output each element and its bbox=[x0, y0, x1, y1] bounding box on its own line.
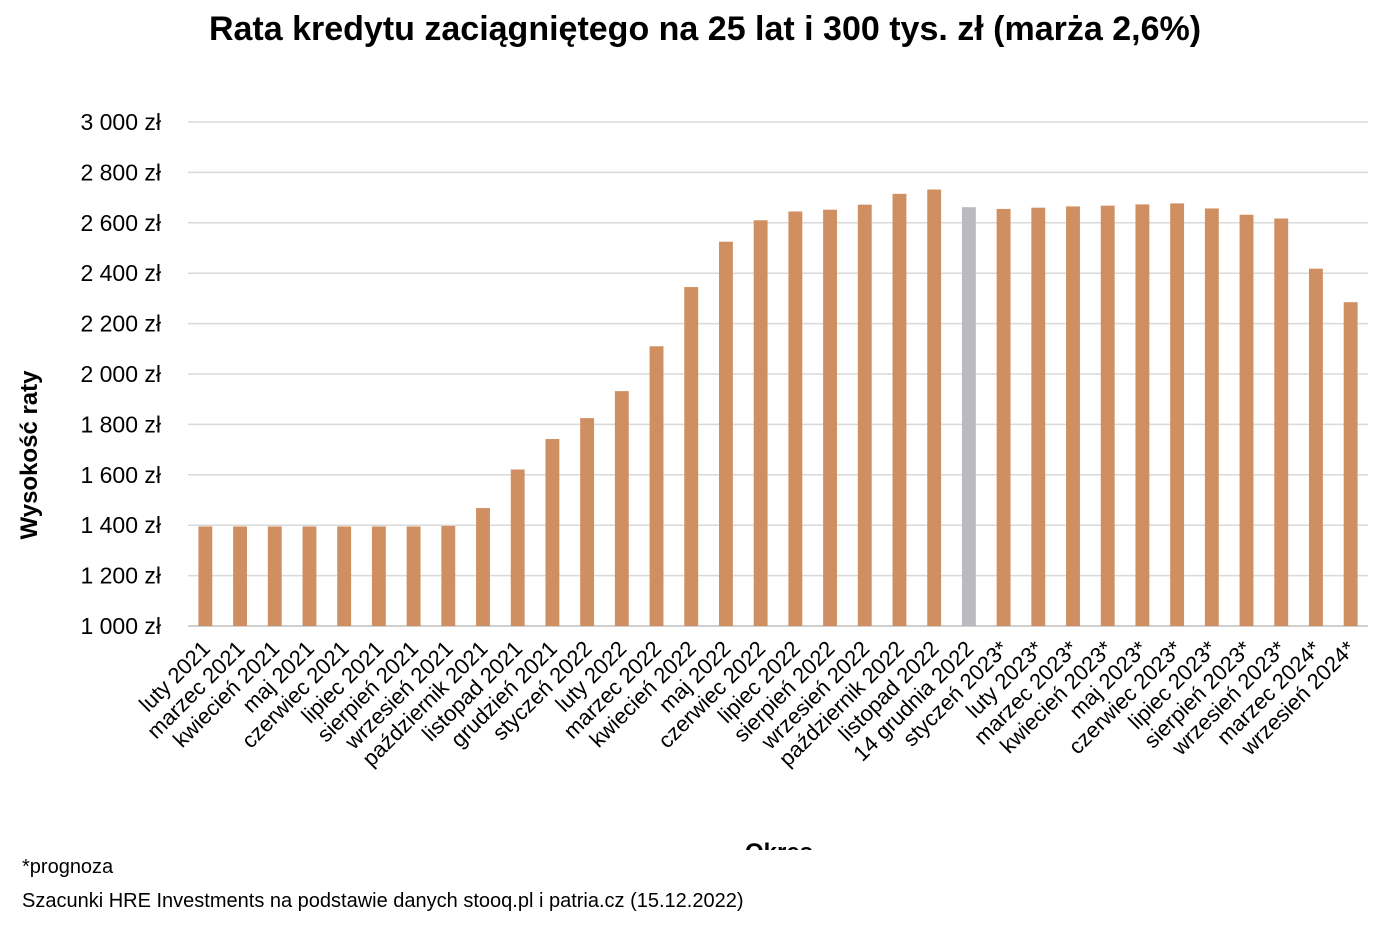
x-axis-title: Okres bbox=[745, 839, 813, 850]
bar bbox=[1204, 208, 1219, 626]
bar bbox=[233, 526, 247, 626]
bar bbox=[1031, 207, 1046, 626]
y-tick-label: 1 000 zł bbox=[80, 613, 161, 639]
bar bbox=[961, 207, 976, 626]
bar bbox=[1135, 204, 1150, 627]
bar bbox=[267, 526, 282, 626]
bar bbox=[753, 220, 768, 626]
bar bbox=[198, 526, 213, 626]
bar bbox=[1239, 214, 1254, 626]
gridlines bbox=[188, 121, 1368, 627]
bar bbox=[1274, 218, 1289, 627]
forecast-footnote: *prognoza bbox=[22, 856, 114, 878]
bar bbox=[857, 204, 872, 626]
bar bbox=[476, 508, 490, 626]
bar bbox=[580, 418, 595, 626]
y-tick-label: 2 400 zł bbox=[80, 260, 161, 286]
bar bbox=[1170, 203, 1185, 626]
bar bbox=[996, 208, 1011, 626]
bar bbox=[545, 439, 560, 626]
bar bbox=[302, 526, 317, 626]
y-axis-title: Wysokość raty bbox=[16, 370, 43, 540]
source-note: Szacunki HRE Investments na podstawie da… bbox=[22, 890, 744, 912]
bars bbox=[198, 189, 1358, 627]
bar bbox=[1343, 302, 1358, 626]
bar bbox=[510, 469, 525, 626]
bar bbox=[371, 526, 386, 626]
y-tick-label: 2 800 zł bbox=[80, 159, 161, 185]
bar bbox=[614, 391, 629, 626]
bar bbox=[1309, 268, 1323, 626]
y-tick-label: 1 400 zł bbox=[80, 512, 161, 538]
y-tick-label: 1 800 zł bbox=[80, 411, 161, 437]
bar bbox=[1066, 206, 1080, 627]
bar bbox=[927, 189, 942, 626]
bar bbox=[823, 209, 837, 627]
y-tick-label: 1 200 zł bbox=[80, 563, 161, 589]
bar bbox=[788, 211, 803, 626]
y-tick-label: 2 000 zł bbox=[80, 361, 161, 387]
y-tick-label: 1 600 zł bbox=[80, 462, 161, 488]
bar bbox=[649, 346, 664, 626]
bar bbox=[337, 526, 352, 626]
y-tick-label: 2 600 zł bbox=[80, 210, 161, 236]
bar bbox=[684, 287, 699, 626]
bar bbox=[719, 241, 733, 626]
y-tick-labels: 1 000 zł 1 200 zł 1 400 zł 1 600 zł 1 800 zł… bbox=[80, 109, 161, 639]
bar bbox=[441, 525, 456, 626]
bar bbox=[406, 526, 421, 626]
y-tick-label: 2 200 zł bbox=[80, 311, 161, 337]
bar-chart: 1 000 zł 1 200 zł 1 400 zł 1 600 zł 1 800 zł… bbox=[16, 109, 1368, 850]
bar bbox=[892, 193, 907, 626]
bar bbox=[1100, 205, 1115, 626]
chart-title: Rata kredytu zaciągniętego na 25 lat i 3… bbox=[208, 10, 1202, 48]
y-tick-label: 3 000 zł bbox=[80, 109, 161, 135]
